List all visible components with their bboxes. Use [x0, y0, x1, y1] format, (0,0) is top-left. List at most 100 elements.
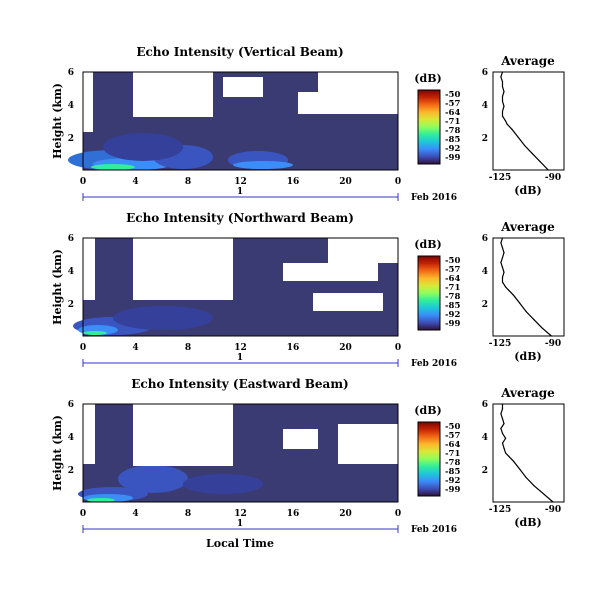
echo-blob [91, 164, 135, 170]
x-tick-label: 12 [234, 509, 247, 519]
colorbar-tick: -85 [445, 135, 460, 145]
y-tick-label: 6 [482, 68, 488, 78]
x-tick-label: 4 [132, 177, 138, 187]
y-tick-label: 2 [482, 134, 488, 144]
average-xlabel: (dB) [514, 350, 541, 363]
y-tick-label: 6 [68, 68, 74, 78]
average-title: Average [500, 386, 555, 400]
x-tick-label: 4 [132, 343, 138, 353]
colorbar-tick: -99 [445, 319, 460, 329]
x-tick-label: 0 [395, 343, 401, 353]
y-tick-label: 6 [68, 400, 74, 410]
average-profile-line [500, 237, 552, 337]
average-profile-point [541, 327, 543, 329]
y-tick-label: 2 [482, 300, 488, 310]
x-tick-label: 16 [287, 343, 300, 353]
x-tick-label: 0 [80, 343, 86, 353]
no-data-region [313, 293, 383, 311]
x-tick-label: -90 [545, 339, 561, 349]
no-data-region [133, 238, 233, 300]
average-profile-point [533, 319, 535, 321]
no-data-region [283, 263, 378, 281]
x-tick-label: -125 [489, 173, 512, 183]
no-data-region [283, 429, 318, 449]
colorbar-tick: -50 [445, 256, 460, 266]
average-xlabel: (dB) [514, 184, 541, 197]
average-profile-point [508, 455, 510, 457]
y-tick-label: 2 [68, 466, 74, 476]
x-tick-label: 8 [185, 343, 191, 353]
colorbar-tick: -78 [445, 458, 460, 468]
colorbar-unit: (dB) [414, 72, 441, 85]
no-data-region [133, 404, 233, 466]
echo-blob [103, 133, 183, 161]
x-tick-label: 20 [339, 177, 352, 187]
echo-blob [118, 465, 188, 493]
average-frame [492, 403, 565, 503]
average-profile-point [519, 468, 521, 470]
average-profile-point [501, 408, 504, 410]
x-tick-label: 0 [395, 509, 401, 519]
no-data-region [83, 238, 95, 300]
average-profile-point [501, 257, 504, 259]
time-bar: 1 Feb 2016 [82, 353, 457, 369]
date-label: Feb 2016 [411, 359, 457, 369]
colorbar-tick: -78 [445, 126, 460, 136]
echo-blob [233, 161, 293, 169]
heatmap-ylabel-vertical: Height (km) [51, 83, 64, 159]
echo-blob [83, 331, 107, 335]
no-data-region [133, 72, 213, 117]
x-tick-label: 12 [234, 343, 247, 353]
average-profile-point [501, 95, 504, 98]
x-tick-label: 4 [132, 509, 138, 519]
average-profile-point [501, 432, 504, 434]
x-tick-label: 20 [339, 509, 352, 519]
echo-blob [183, 474, 263, 494]
x-tick-label: 0 [80, 509, 86, 519]
time-bar-label: 1 [237, 519, 243, 529]
average-profile-point [505, 437, 507, 439]
average-profile-point [501, 418, 504, 420]
average-profile-point [500, 427, 502, 430]
x-tick-label: -125 [489, 505, 512, 515]
average-title: Average [500, 220, 555, 234]
colorbar-2: (dB) -50 -57 -64 -71 -78 -85 -92 -99 [414, 238, 460, 331]
average-profile-point [501, 247, 504, 249]
colorbar-tick: -92 [445, 476, 460, 486]
average-title: Average [500, 54, 555, 68]
colorbar-tick: -50 [445, 422, 460, 432]
average-frame [492, 237, 565, 337]
heatmap-x-ticks: 0 4 8 12 16 20 0 [80, 177, 401, 187]
average-profile-point [501, 442, 504, 444]
average-profile-point [525, 476, 527, 479]
colorbar-tick: -64 [445, 440, 460, 450]
time-bar-label: 1 [237, 353, 243, 363]
average-profile-line [500, 71, 549, 171]
average-profile-line [500, 404, 554, 503]
y-tick-label: 2 [482, 466, 488, 476]
x-tick-label: -90 [545, 505, 561, 515]
average-profile-point [547, 169, 549, 171]
colorbar-1: (dB) -50 -57 -64 -71 -78 -85 -92 -99 [414, 72, 460, 165]
heatmap-blobs-1 [68, 72, 398, 170]
average-frame [492, 71, 565, 171]
average-profile-point [517, 136, 519, 138]
x-tick-label: -90 [545, 173, 561, 183]
no-data-region [298, 92, 398, 114]
colorbar-tick: -85 [445, 301, 460, 311]
average-profile-point [501, 110, 504, 112]
average-profile-point [500, 413, 502, 415]
colorbar-tick: -57 [445, 431, 460, 441]
average-profile-point [501, 276, 504, 278]
average-profile-point [500, 76, 502, 78]
average-profile-point [512, 294, 515, 296]
date-label: Feb 2016 [411, 193, 457, 203]
colorbar-unit: (dB) [414, 404, 441, 417]
heatmap-ylabel-eastward: Height (km) [51, 415, 64, 491]
average-profile-point [501, 81, 504, 83]
heatmap-y-ticks: 6 4 2 [68, 68, 74, 144]
average-profile-point [519, 302, 521, 304]
average-profile-point [501, 115, 504, 117]
y-tick-label: 6 [68, 234, 74, 244]
